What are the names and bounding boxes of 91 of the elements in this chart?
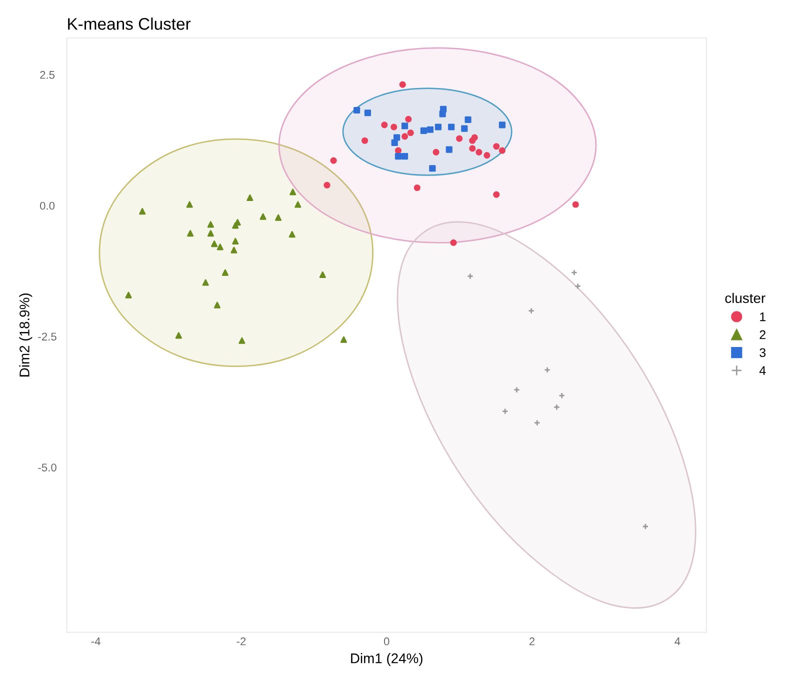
x-tick-label: -4 <box>91 638 100 646</box>
point <box>476 148 482 156</box>
legend-label: 2 <box>760 330 766 340</box>
point <box>642 523 649 530</box>
point <box>211 240 218 248</box>
point <box>401 122 408 130</box>
x-tick-label: 0 <box>384 637 390 646</box>
point <box>461 125 468 132</box>
point <box>394 147 402 154</box>
x-axis-title: Dim1 (24%) <box>351 653 422 666</box>
point <box>570 269 578 276</box>
point <box>426 126 434 133</box>
point <box>456 135 463 142</box>
point <box>232 238 239 244</box>
point <box>498 147 506 154</box>
point <box>394 153 402 160</box>
point <box>558 392 566 399</box>
y-tick-label: -5.0 <box>38 464 56 472</box>
point <box>432 148 440 156</box>
point <box>574 282 582 290</box>
y-tick-label: -2.5 <box>38 332 56 341</box>
point <box>246 194 254 201</box>
point <box>222 269 229 276</box>
point <box>401 153 408 160</box>
point <box>502 408 508 415</box>
legend-label: 4 <box>759 366 766 375</box>
point <box>187 230 194 237</box>
point <box>513 386 520 394</box>
point <box>420 127 427 134</box>
point <box>407 129 414 136</box>
point <box>466 272 474 280</box>
point <box>125 292 132 298</box>
point <box>390 124 398 130</box>
point <box>354 106 360 114</box>
point <box>553 404 560 410</box>
point <box>324 182 330 188</box>
point <box>288 231 296 238</box>
y-axis-title: Dim2 (18.9%) <box>19 294 32 376</box>
legend-title: cluster <box>725 292 766 304</box>
y-tick-label: 0.0 <box>40 202 55 210</box>
point <box>414 184 420 192</box>
point <box>429 165 436 172</box>
point <box>216 244 224 250</box>
x-tick-label: -2 <box>236 637 246 646</box>
point <box>484 152 490 159</box>
point <box>434 124 442 130</box>
y-tick-label: 2.5 <box>40 70 55 79</box>
point <box>393 134 400 141</box>
legend-label: 1 <box>760 312 766 322</box>
point <box>139 208 146 215</box>
point <box>186 201 193 208</box>
point <box>493 143 500 150</box>
point <box>381 122 388 128</box>
point <box>471 134 478 141</box>
point <box>319 271 326 278</box>
chart-title: K-means Cluster <box>68 18 191 30</box>
point <box>448 124 455 130</box>
point <box>362 137 368 144</box>
point <box>274 214 282 221</box>
point <box>207 221 214 228</box>
point <box>202 279 209 286</box>
point <box>340 336 348 343</box>
point <box>544 366 551 374</box>
point <box>469 145 476 152</box>
point <box>330 157 337 164</box>
point <box>464 116 472 123</box>
point <box>450 239 457 246</box>
point <box>572 201 579 208</box>
point <box>498 122 506 128</box>
point <box>391 139 398 146</box>
point <box>405 116 412 122</box>
point <box>260 213 266 220</box>
point <box>230 246 238 254</box>
x-tick-label: 2 <box>529 637 535 646</box>
point <box>528 307 535 314</box>
point <box>493 191 500 198</box>
point <box>399 81 406 88</box>
point <box>290 188 296 196</box>
point <box>439 110 446 118</box>
point <box>238 337 246 344</box>
point <box>534 420 540 426</box>
legend-label: 3 <box>760 348 766 358</box>
point <box>175 332 182 339</box>
point <box>446 146 452 153</box>
point <box>207 230 214 237</box>
x-tick-label: 4 <box>674 638 680 646</box>
point <box>364 110 372 116</box>
point <box>294 201 302 208</box>
point <box>232 222 239 229</box>
point <box>401 133 408 140</box>
point <box>214 302 221 308</box>
